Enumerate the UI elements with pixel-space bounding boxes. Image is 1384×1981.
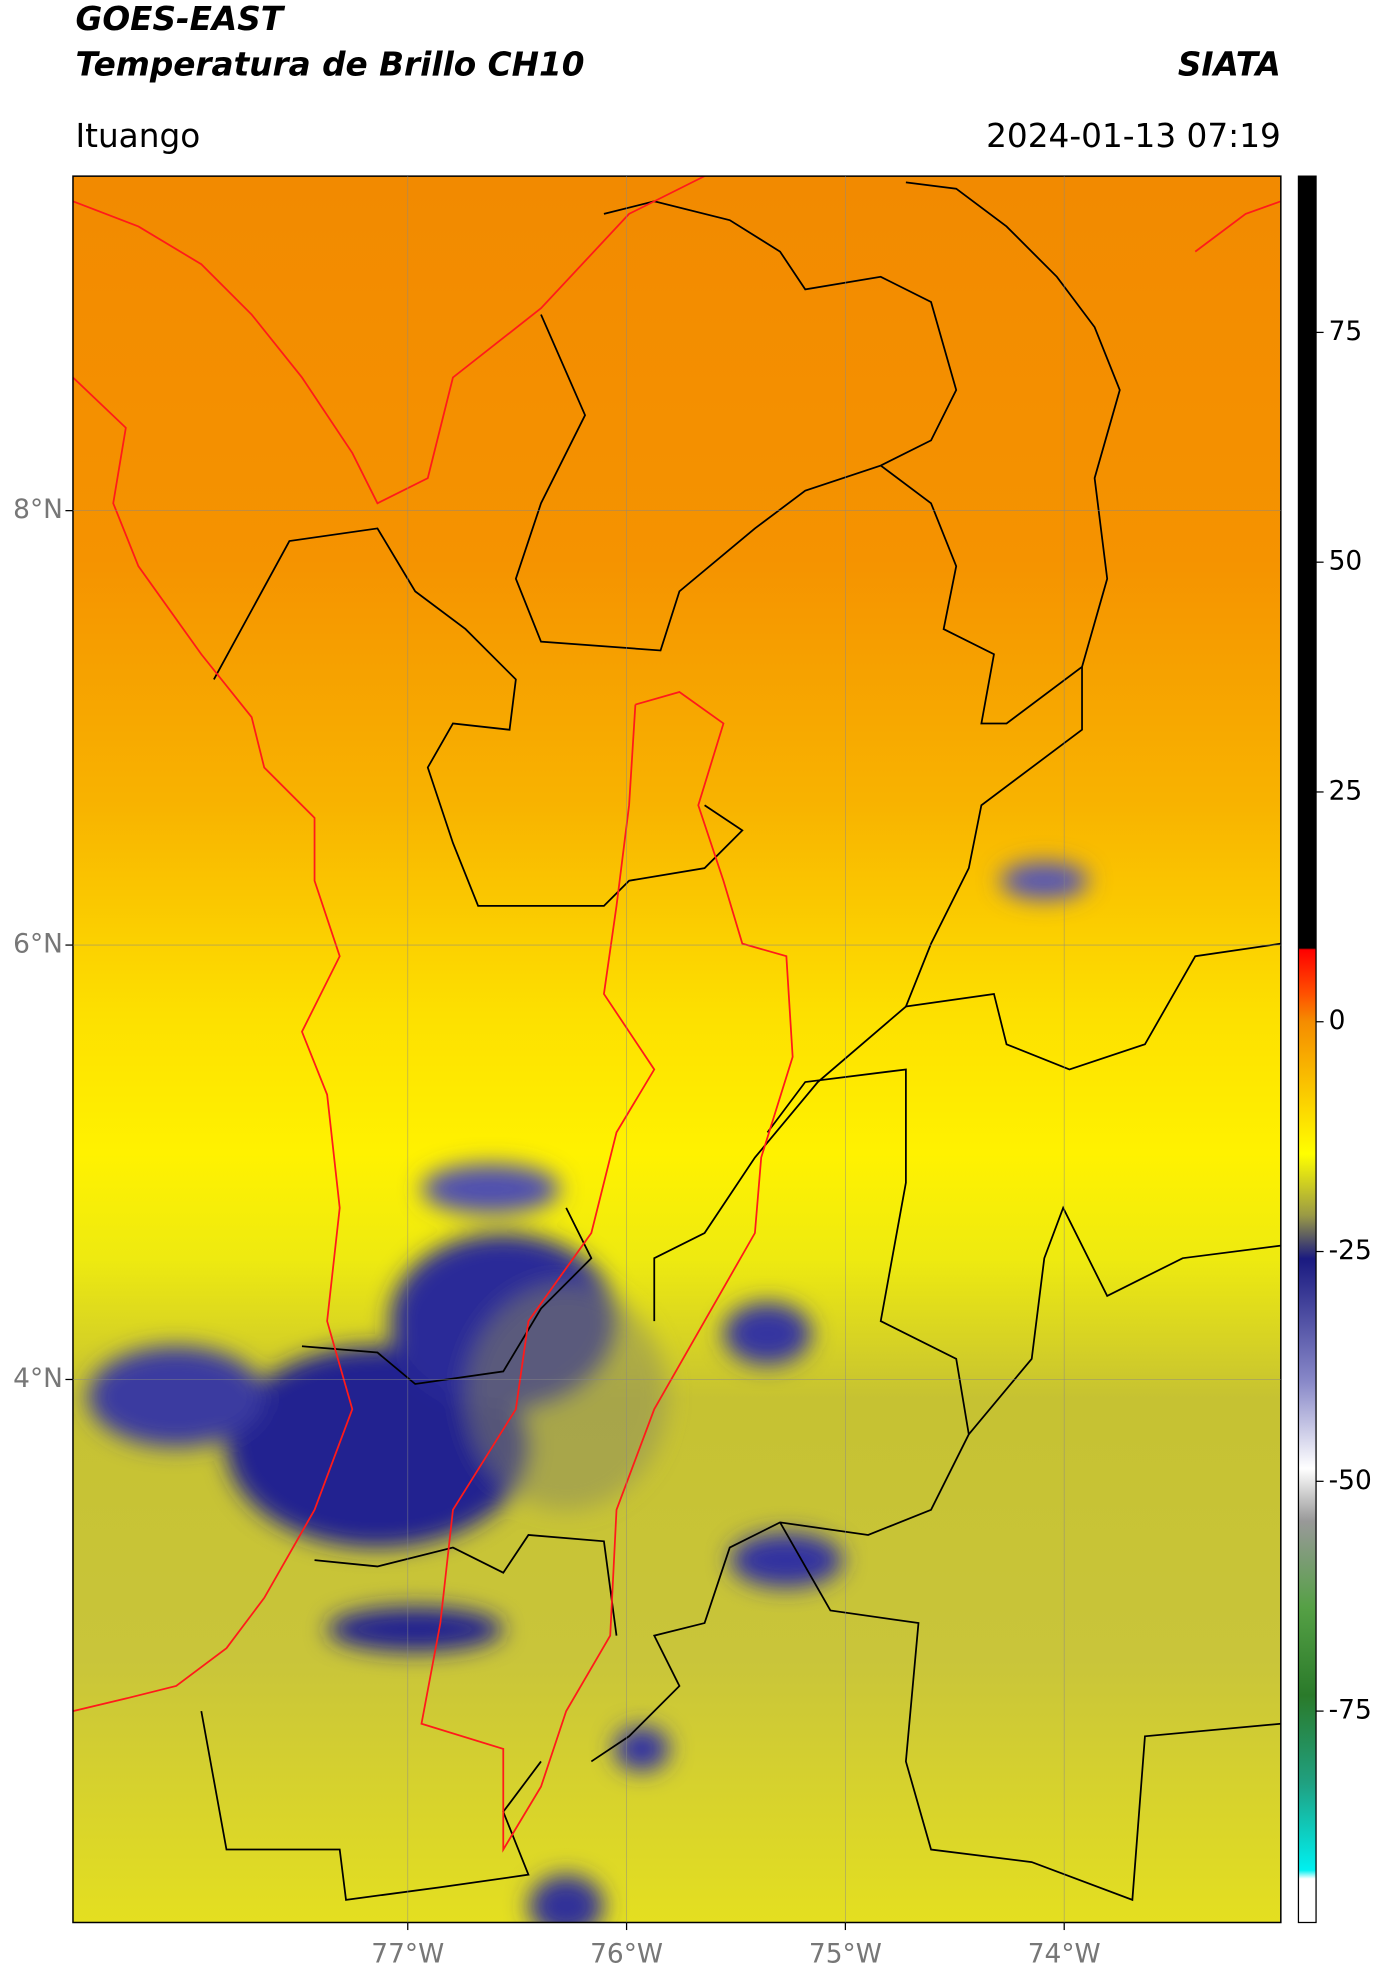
- lon-tick-label: 77°W: [371, 1939, 444, 1970]
- source: SIATA: [1178, 45, 1281, 83]
- datetime: 2024-01-13 07:19: [986, 117, 1281, 155]
- lat-tick-label: 8°N: [13, 494, 63, 525]
- colorbar-tick-label: -25: [1329, 1235, 1372, 1266]
- map-area: [72, 176, 1281, 1923]
- colorbar: [1297, 175, 1317, 1924]
- colorbar-tick-label: -50: [1329, 1465, 1372, 1496]
- cloud-tops: [88, 861, 1089, 1923]
- lon-tick-label: 75°W: [809, 1939, 882, 1970]
- map-frame: [72, 175, 1282, 1924]
- coastline-and-boundary: [72, 176, 1281, 1853]
- brightness-field: [72, 176, 1281, 1923]
- colorbar-tick-label: 0: [1329, 1005, 1346, 1036]
- lat-tick-label: 4°N: [13, 1363, 63, 1394]
- lon-tick-label: 76°W: [590, 1939, 663, 1970]
- lon-tick-label: 74°W: [1028, 1939, 1101, 1970]
- lat-tick-label: 6°N: [13, 929, 63, 960]
- title: GOES-EAST: [75, 0, 285, 38]
- borders: [200, 181, 1281, 1902]
- location: Ituango: [75, 117, 200, 155]
- colorbar-tick-label: -75: [1329, 1695, 1372, 1726]
- colorbar-tick-label: 25: [1329, 775, 1363, 806]
- colorbar-tick-label: 75: [1329, 316, 1363, 347]
- subtitle: Temperatura de Brillo CH10: [75, 45, 584, 83]
- colorbar-tick-label: 50: [1329, 546, 1363, 577]
